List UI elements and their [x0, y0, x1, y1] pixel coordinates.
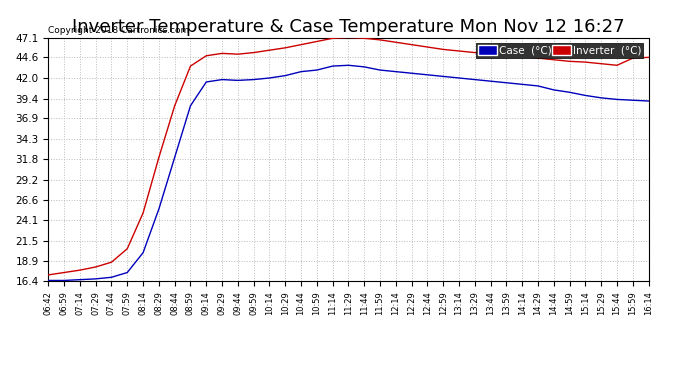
Text: Copyright 2018 Cartronics.com: Copyright 2018 Cartronics.com — [48, 26, 190, 35]
Title: Inverter Temperature & Case Temperature Mon Nov 12 16:27: Inverter Temperature & Case Temperature … — [72, 18, 624, 36]
Legend: Case  (°C), Inverter  (°C): Case (°C), Inverter (°C) — [476, 43, 643, 58]
